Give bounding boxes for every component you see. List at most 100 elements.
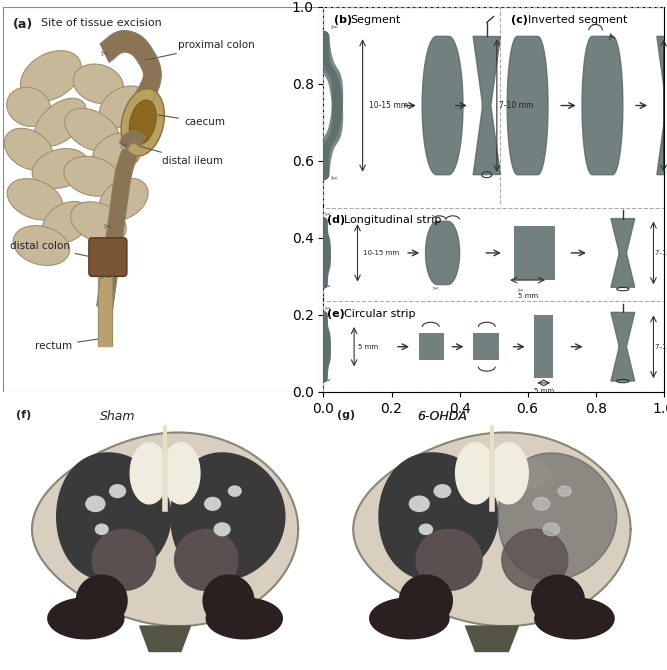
Text: Segment: Segment xyxy=(351,15,401,25)
Text: 10-15 mm: 10-15 mm xyxy=(370,101,409,110)
Polygon shape xyxy=(171,453,285,580)
Text: 5 mm: 5 mm xyxy=(534,389,554,395)
Ellipse shape xyxy=(71,202,126,243)
Polygon shape xyxy=(502,529,568,590)
Polygon shape xyxy=(611,312,635,381)
Text: ✂: ✂ xyxy=(119,141,128,150)
Text: (c): (c) xyxy=(511,15,528,25)
Bar xyxy=(534,315,553,379)
Ellipse shape xyxy=(13,226,69,265)
Ellipse shape xyxy=(121,88,164,156)
Text: ✂: ✂ xyxy=(104,221,112,231)
Text: Sham: Sham xyxy=(100,409,135,423)
Ellipse shape xyxy=(99,178,148,220)
Polygon shape xyxy=(354,432,630,626)
Polygon shape xyxy=(48,598,124,639)
Ellipse shape xyxy=(21,51,81,101)
Ellipse shape xyxy=(65,109,119,151)
Text: ✂: ✂ xyxy=(518,288,524,294)
Circle shape xyxy=(86,496,105,511)
Ellipse shape xyxy=(35,98,86,146)
Text: proximal colon: proximal colon xyxy=(145,40,254,60)
Text: (g): (g) xyxy=(337,409,355,419)
Polygon shape xyxy=(657,36,667,175)
Text: ✂: ✂ xyxy=(330,23,338,32)
Circle shape xyxy=(109,485,125,497)
Polygon shape xyxy=(119,131,145,149)
Text: ✂: ✂ xyxy=(101,48,109,58)
Polygon shape xyxy=(432,453,552,494)
Circle shape xyxy=(558,486,571,496)
Polygon shape xyxy=(175,529,238,590)
Text: (b): (b) xyxy=(334,15,352,25)
Bar xyxy=(419,333,444,360)
Text: 5 mm: 5 mm xyxy=(518,293,538,299)
Text: ✂: ✂ xyxy=(325,306,331,312)
Text: Inverted segment: Inverted segment xyxy=(528,15,627,25)
Text: ✂: ✂ xyxy=(325,378,331,384)
Text: 6-OHDA: 6-OHDA xyxy=(418,409,468,423)
Polygon shape xyxy=(97,149,137,309)
Circle shape xyxy=(543,523,560,536)
Polygon shape xyxy=(206,598,282,639)
Polygon shape xyxy=(400,575,452,626)
Polygon shape xyxy=(203,575,253,626)
Text: 7-10 mm: 7-10 mm xyxy=(655,250,667,256)
Bar xyxy=(514,226,555,280)
Ellipse shape xyxy=(32,149,89,188)
Polygon shape xyxy=(466,626,518,651)
Polygon shape xyxy=(108,453,222,494)
Text: 5 mm: 5 mm xyxy=(358,344,378,350)
Polygon shape xyxy=(611,218,635,287)
FancyBboxPatch shape xyxy=(89,238,127,276)
Circle shape xyxy=(434,485,451,497)
Polygon shape xyxy=(379,453,498,580)
Ellipse shape xyxy=(4,128,53,170)
Circle shape xyxy=(228,486,241,496)
Polygon shape xyxy=(426,221,460,285)
Text: distal ileum: distal ileum xyxy=(139,146,223,165)
Circle shape xyxy=(420,524,432,535)
Text: (d): (d) xyxy=(327,215,345,225)
Text: 6-OHDA: 6-OHDA xyxy=(418,409,468,423)
Polygon shape xyxy=(162,443,200,504)
Text: rectum: rectum xyxy=(35,338,102,350)
Circle shape xyxy=(214,523,230,536)
Text: distal colon: distal colon xyxy=(9,241,89,257)
Text: ✂: ✂ xyxy=(433,286,439,292)
Ellipse shape xyxy=(73,64,123,103)
Ellipse shape xyxy=(7,87,51,127)
Text: Longitudinal strip: Longitudinal strip xyxy=(344,215,442,225)
Circle shape xyxy=(205,497,221,511)
Polygon shape xyxy=(57,453,171,580)
Circle shape xyxy=(410,496,429,511)
Ellipse shape xyxy=(93,133,142,174)
Polygon shape xyxy=(535,598,614,639)
Text: 7-10 mm: 7-10 mm xyxy=(499,101,533,110)
Ellipse shape xyxy=(129,100,156,145)
Ellipse shape xyxy=(99,86,148,128)
Circle shape xyxy=(95,524,108,535)
Polygon shape xyxy=(97,276,112,346)
Text: Circular strip: Circular strip xyxy=(344,309,416,319)
Text: ✂: ✂ xyxy=(101,271,109,281)
Polygon shape xyxy=(422,36,463,175)
Polygon shape xyxy=(456,443,495,504)
Polygon shape xyxy=(416,529,482,590)
Polygon shape xyxy=(532,575,584,626)
Circle shape xyxy=(533,497,550,511)
Text: Site of tissue excision: Site of tissue excision xyxy=(41,18,162,28)
Text: caecum: caecum xyxy=(158,115,225,127)
Text: (a): (a) xyxy=(13,18,33,31)
Text: (f): (f) xyxy=(16,409,31,419)
Text: 10-15 mm: 10-15 mm xyxy=(363,250,399,256)
Polygon shape xyxy=(130,443,168,504)
Polygon shape xyxy=(498,453,617,580)
Polygon shape xyxy=(32,432,298,626)
Ellipse shape xyxy=(64,156,120,196)
Text: ✂: ✂ xyxy=(325,212,331,218)
Text: ✂: ✂ xyxy=(325,284,331,290)
Text: ✂: ✂ xyxy=(330,174,338,183)
Polygon shape xyxy=(473,36,500,175)
Polygon shape xyxy=(582,36,623,175)
